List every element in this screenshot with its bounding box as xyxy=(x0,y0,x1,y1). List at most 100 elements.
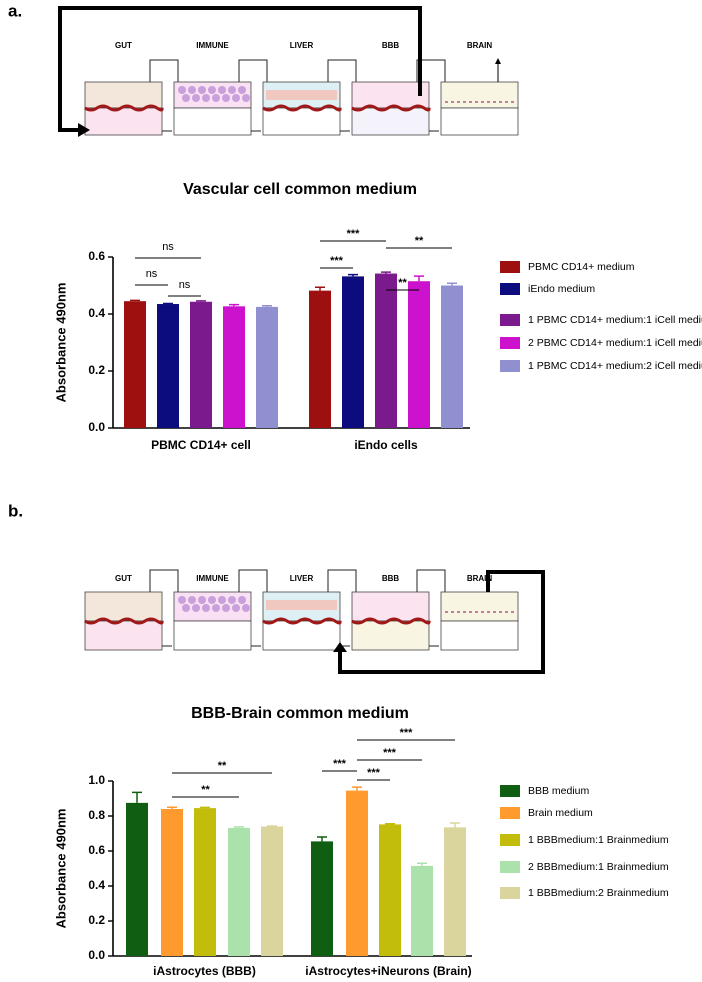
bar xyxy=(444,827,466,956)
flow-arrow xyxy=(238,569,268,600)
membrane xyxy=(351,617,431,625)
error-bar xyxy=(315,286,325,291)
flow-arrow xyxy=(327,569,357,600)
compartment-label: LIVER xyxy=(290,574,314,583)
bar xyxy=(408,281,430,428)
significance-label: *** xyxy=(383,747,397,759)
legend-label: 1 PBMC CD14+ medium:1 iCell medium xyxy=(528,314,702,326)
cell xyxy=(228,86,236,94)
bar xyxy=(194,808,216,956)
error-bar xyxy=(417,862,427,866)
membrane xyxy=(84,104,164,112)
compartment-label: BBB xyxy=(382,41,400,50)
compartment-top xyxy=(84,591,163,622)
error-bar xyxy=(447,282,457,286)
cell xyxy=(192,94,200,102)
flow-arrow xyxy=(149,569,179,600)
error-bar xyxy=(414,275,424,282)
bar xyxy=(379,824,401,956)
bar xyxy=(346,790,368,956)
legend-swatch xyxy=(500,834,520,846)
recirculation-head xyxy=(333,642,347,652)
legend-swatch xyxy=(500,261,520,273)
cell xyxy=(188,596,196,604)
chart-title: Vascular cell common medium xyxy=(183,181,417,198)
error-bar xyxy=(267,825,277,827)
legend-label: 1 BBBmedium:2 Brainmedium xyxy=(528,887,669,899)
compartment-top xyxy=(351,591,430,622)
compartment-label: BRAIN xyxy=(467,41,493,50)
legend-label: 2 BBBmedium:1 Brainmedium xyxy=(528,861,669,873)
x-tick-label: iEndo cells xyxy=(354,438,418,452)
bar xyxy=(342,276,364,428)
recirculation-loop xyxy=(338,570,545,674)
error-bar xyxy=(317,836,327,842)
y-tick-label: 0.0 xyxy=(88,948,105,962)
significance-label: ** xyxy=(201,784,210,796)
cell xyxy=(178,596,186,604)
chart-title: BBB-Brain common medium xyxy=(191,705,409,722)
error-bar xyxy=(229,303,239,307)
legend-label: BBB medium xyxy=(528,785,590,797)
bar xyxy=(228,827,250,956)
bar xyxy=(441,285,463,428)
bar xyxy=(124,301,146,428)
y-tick-label: 1.0 xyxy=(88,773,105,787)
y-tick-label: 0.2 xyxy=(88,363,105,377)
error-bar xyxy=(348,273,358,277)
bar xyxy=(311,841,333,956)
recirculation-head xyxy=(78,123,90,137)
cell xyxy=(222,94,230,102)
legend-label: 1 BBBmedium:1 Brainmedium xyxy=(528,834,669,846)
membrane xyxy=(84,617,164,625)
cell xyxy=(212,94,220,102)
y-axis-title: Absorbance 490nm xyxy=(53,283,68,403)
bar xyxy=(256,306,278,428)
compartment-bottom xyxy=(440,620,519,651)
bar xyxy=(190,301,212,428)
significance-label: ns xyxy=(162,241,174,253)
cell xyxy=(182,94,190,102)
cell xyxy=(222,604,230,612)
cell xyxy=(192,604,200,612)
compartment-bottom xyxy=(262,107,341,136)
compartment-label: BRAIN xyxy=(467,574,493,583)
outflow-head xyxy=(495,58,501,64)
flow-arrow xyxy=(327,59,357,90)
panel-label: a. xyxy=(8,1,22,20)
cell xyxy=(232,604,240,612)
y-tick-label: 0.2 xyxy=(88,913,105,927)
significance-label: *** xyxy=(347,228,361,240)
y-tick-label: 0.6 xyxy=(88,249,105,263)
flow-arrow xyxy=(416,59,446,90)
error-bar xyxy=(234,826,244,828)
compartment-bottom xyxy=(173,620,252,651)
compartment-label: BBB xyxy=(382,574,400,583)
legend-label: iEndo medium xyxy=(528,283,595,295)
x-tick-label: iAstrocytes+iNeurons (Brain) xyxy=(305,964,471,978)
error-bar xyxy=(262,304,272,307)
cell xyxy=(232,94,240,102)
compartment-label: GUT xyxy=(115,41,132,50)
flow-arrow xyxy=(416,569,446,600)
y-tick-label: 0.8 xyxy=(88,808,105,822)
cell xyxy=(218,86,226,94)
compartment-top xyxy=(440,81,519,109)
compartment-label: GUT xyxy=(115,574,132,583)
x-tick-label: iAstrocytes (BBB) xyxy=(153,964,256,978)
legend-swatch xyxy=(500,861,520,873)
bar xyxy=(375,273,397,428)
compartment-label: IMMUNE xyxy=(196,41,229,50)
cell xyxy=(238,596,246,604)
flow-arrow xyxy=(149,59,179,90)
compartment-label: LIVER xyxy=(290,41,314,50)
legend-swatch xyxy=(500,337,520,349)
error-bar xyxy=(352,786,362,791)
significance-label: *** xyxy=(400,727,414,739)
compartment-bottom xyxy=(262,620,341,651)
x-tick-label: PBMC CD14+ cell xyxy=(151,438,251,452)
significance-label: ns xyxy=(146,268,158,280)
compartment-top xyxy=(351,81,430,109)
significance-label: *** xyxy=(367,767,381,779)
